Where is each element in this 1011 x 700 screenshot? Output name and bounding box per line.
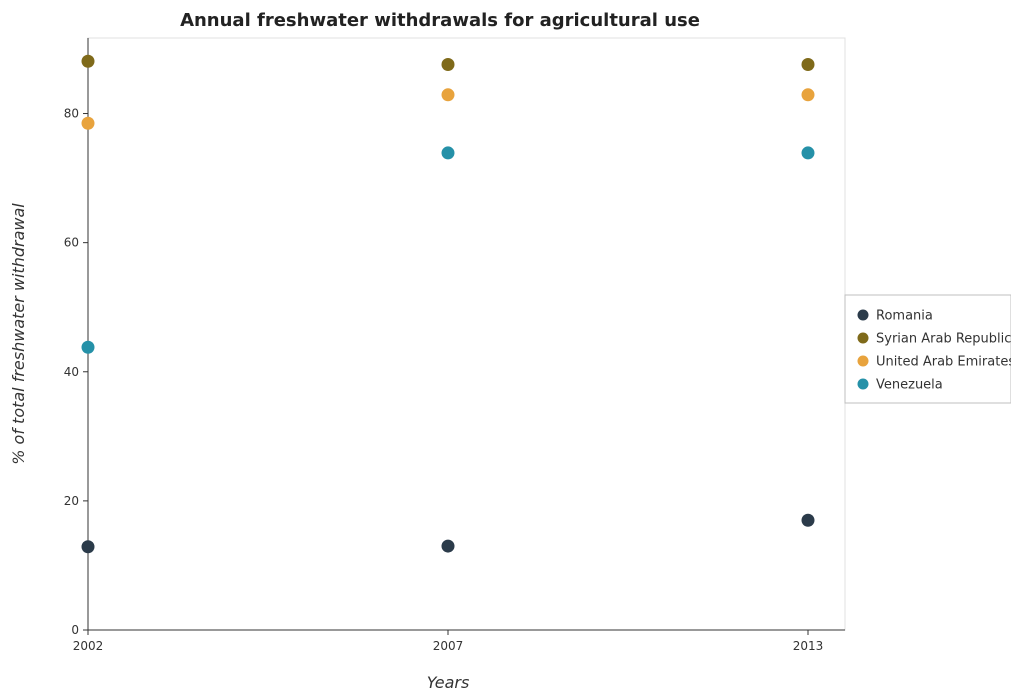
- y-tick-label: 60: [64, 236, 79, 250]
- legend-entry: Romania: [876, 309, 933, 324]
- legend-entry: Syrian Arab Republic: [876, 332, 1011, 347]
- data-point: [801, 513, 815, 527]
- y-axis-label: % of total freshwater withdrawal: [9, 203, 28, 465]
- y-tick-label: 20: [64, 494, 79, 508]
- x-axis-label: Years: [427, 673, 470, 692]
- y-axis: 0 20 40 60 80: [64, 38, 89, 637]
- data-point: [801, 57, 815, 71]
- data-point: [81, 54, 95, 68]
- data-point: [441, 57, 455, 71]
- chart-title: Annual freshwater withdrawals for agricu…: [180, 10, 700, 31]
- legend-marker: [857, 355, 869, 367]
- x-tick-label: 2007: [433, 639, 464, 653]
- y-tick-label: 0: [71, 623, 79, 637]
- data-point: [441, 539, 455, 553]
- legend-entry: Venezuela: [876, 378, 943, 393]
- data-points: [81, 54, 815, 554]
- legend-box: [844, 294, 1011, 404]
- y-tick-label: 40: [64, 365, 79, 379]
- data-point: [81, 116, 95, 130]
- data-point: [441, 146, 455, 160]
- x-tick-label: 2013: [793, 639, 824, 653]
- legend: Romania Syrian Arab Republic United Arab E…: [844, 294, 1011, 404]
- legend-marker: [857, 378, 869, 390]
- data-point: [801, 146, 815, 160]
- x-axis: 2002 2007 2013: [73, 629, 845, 653]
- legend-marker: [857, 309, 869, 321]
- legend-marker: [857, 332, 869, 344]
- data-point: [801, 88, 815, 102]
- legend-entry: United Arab Emirates: [876, 355, 1011, 370]
- data-point: [81, 340, 95, 354]
- y-tick-label: 80: [64, 107, 79, 121]
- data-point: [441, 88, 455, 102]
- plot-area: [87, 37, 846, 631]
- x-tick-label: 2002: [73, 639, 104, 653]
- data-point: [81, 540, 95, 554]
